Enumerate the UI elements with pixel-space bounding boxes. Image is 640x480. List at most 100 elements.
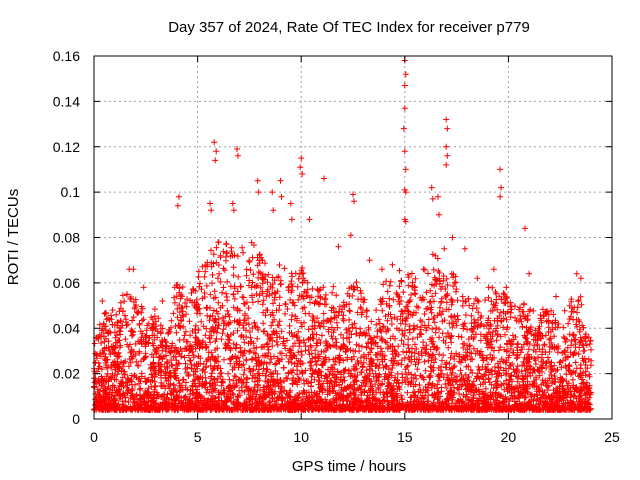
roti-point xyxy=(351,373,358,380)
roti-point xyxy=(574,323,580,330)
roti-point xyxy=(151,403,158,410)
roti-point xyxy=(121,298,128,305)
roti-point xyxy=(377,301,384,308)
roti-point xyxy=(383,397,389,404)
roti-point xyxy=(493,325,500,332)
roti-point xyxy=(155,369,162,376)
roti-point xyxy=(296,343,303,350)
roti-point xyxy=(195,327,202,334)
roti-point xyxy=(278,328,285,335)
roti-point xyxy=(288,359,295,366)
roti-point xyxy=(453,288,459,295)
roti-point xyxy=(559,385,566,392)
roti-point xyxy=(121,368,128,375)
roti-point xyxy=(483,322,490,329)
roti-point xyxy=(204,401,211,407)
roti-point xyxy=(501,399,508,406)
roti-point xyxy=(297,361,304,368)
roti-point xyxy=(571,388,578,395)
roti-point xyxy=(232,344,239,351)
roti-point xyxy=(421,322,428,329)
roti-point xyxy=(580,348,587,354)
roti-point xyxy=(357,354,364,361)
roti-point xyxy=(157,322,164,329)
roti-point xyxy=(354,309,361,316)
roti-point xyxy=(113,311,120,318)
roti-point xyxy=(317,369,324,375)
roti-point xyxy=(241,367,248,374)
roti-point xyxy=(279,402,286,408)
roti-point xyxy=(180,323,187,330)
roti-point xyxy=(393,379,400,386)
roti-point xyxy=(358,296,365,303)
roti-point xyxy=(245,391,252,398)
roti-point xyxy=(230,264,237,271)
roti-point xyxy=(176,309,183,316)
roti-point xyxy=(205,349,212,356)
roti-point xyxy=(444,372,451,378)
roti-point xyxy=(170,310,177,317)
roti-point xyxy=(247,329,253,335)
roti-point xyxy=(574,309,580,316)
roti-point xyxy=(314,340,321,347)
roti-point xyxy=(138,358,145,365)
roti-point xyxy=(176,351,183,358)
roti-point xyxy=(450,271,457,278)
roti-point xyxy=(386,371,393,378)
roti-point xyxy=(173,293,180,300)
roti-point xyxy=(366,399,373,406)
roti-point xyxy=(233,358,240,365)
roti-point xyxy=(167,350,173,356)
roti-point xyxy=(476,350,483,357)
roti-point xyxy=(450,283,457,290)
roti-point xyxy=(288,316,295,323)
roti-point xyxy=(458,334,465,341)
roti-point xyxy=(524,312,531,319)
roti-point xyxy=(243,299,250,306)
roti-point xyxy=(588,357,595,364)
roti-point xyxy=(151,373,158,380)
roti-point xyxy=(408,291,414,298)
roti-point xyxy=(384,326,391,332)
roti-point xyxy=(187,357,194,364)
roti-point xyxy=(361,353,368,360)
roti-point xyxy=(584,391,591,397)
roti-point xyxy=(157,329,164,336)
roti-point xyxy=(181,354,188,361)
roti-point xyxy=(209,366,216,373)
roti-point xyxy=(224,397,231,404)
roti-point xyxy=(374,333,381,340)
roti-point xyxy=(555,345,562,352)
roti-point xyxy=(200,323,207,330)
roti-point xyxy=(473,375,480,382)
roti-point xyxy=(245,387,252,394)
roti-point xyxy=(376,320,383,327)
roti-point xyxy=(170,382,177,389)
roti-point xyxy=(522,367,529,374)
roti-point xyxy=(486,325,492,332)
roti-point xyxy=(418,395,425,402)
roti-point xyxy=(284,337,290,344)
roti-point xyxy=(473,319,479,326)
roti-point xyxy=(560,324,567,331)
roti-point xyxy=(405,381,412,388)
roti-point xyxy=(291,397,298,404)
roti-point xyxy=(442,364,449,371)
roti-point xyxy=(191,403,197,410)
roti-point xyxy=(466,349,473,356)
roti-point xyxy=(485,284,492,291)
roti-point xyxy=(197,360,204,367)
roti-point xyxy=(575,317,582,323)
roti-point xyxy=(182,360,189,367)
roti-point xyxy=(124,389,131,396)
roti-point xyxy=(328,364,335,371)
roti-point xyxy=(536,329,543,336)
roti-point xyxy=(508,372,515,379)
roti-point xyxy=(180,313,187,320)
roti-point xyxy=(185,373,192,379)
roti-point xyxy=(183,345,190,352)
roti-point xyxy=(519,308,526,315)
roti-point xyxy=(395,405,402,412)
roti-point xyxy=(372,398,379,405)
roti-point xyxy=(422,367,429,374)
